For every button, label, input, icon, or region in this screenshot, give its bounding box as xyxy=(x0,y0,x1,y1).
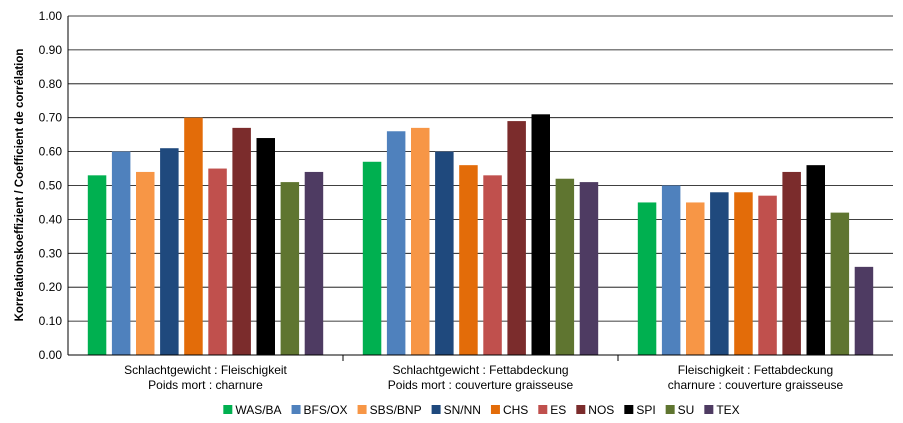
legend-item: SPI xyxy=(624,403,656,417)
y-tick-label: 0.70 xyxy=(39,111,63,125)
bar xyxy=(555,178,575,355)
legend-item: NOS xyxy=(576,403,614,417)
bar xyxy=(386,131,406,355)
bar xyxy=(782,171,801,355)
legend-label: NOS xyxy=(588,403,614,417)
legend-swatch xyxy=(704,405,714,414)
legend-label: BFS/OX xyxy=(304,403,348,417)
legend: WAS/BA BFS/OX SBS/BNP SN/NN CHS ES NOS SPI SU TEX xyxy=(223,403,740,417)
bars xyxy=(87,114,874,356)
legend-item: TEX xyxy=(704,403,740,417)
bar xyxy=(531,114,550,355)
bar xyxy=(136,171,155,355)
legend-item: WAS/BA xyxy=(223,403,282,417)
legend-swatch xyxy=(624,405,634,414)
bar xyxy=(184,117,203,355)
y-tick-label: 0.60 xyxy=(39,145,63,159)
legend-label: SN/NN xyxy=(444,403,481,417)
legend-label: SPI xyxy=(636,403,655,417)
bar xyxy=(686,202,705,355)
bar xyxy=(256,138,275,355)
legend-swatch xyxy=(576,405,586,414)
legend-item: CHS xyxy=(490,403,528,417)
bar xyxy=(304,171,324,355)
y-tick-label: 0.90 xyxy=(39,43,63,57)
legend-swatch xyxy=(291,405,301,414)
bar xyxy=(362,161,382,355)
bar xyxy=(87,175,107,355)
legend-item: SBS/BNP xyxy=(357,403,422,417)
legend-swatch xyxy=(223,405,233,414)
gridlines xyxy=(68,15,893,322)
y-tick-label: 0.00 xyxy=(39,348,63,362)
legend-item: SU xyxy=(665,403,695,417)
bar xyxy=(160,148,179,355)
bar xyxy=(830,212,850,355)
legend-item: BFS/OX xyxy=(291,403,348,417)
bar xyxy=(637,202,657,355)
bar xyxy=(661,185,681,355)
legend-label: CHS xyxy=(503,403,528,417)
category-label: Schlachtgewicht : Fettabdeckung xyxy=(392,363,568,377)
y-tick-label: 0.20 xyxy=(39,280,63,294)
bar xyxy=(435,151,454,355)
legend-label: SBS/BNP xyxy=(370,403,422,417)
legend-item: ES xyxy=(538,403,566,417)
bar xyxy=(411,127,430,356)
bar xyxy=(232,127,251,356)
bar xyxy=(483,175,502,355)
bar xyxy=(579,182,599,355)
legend-label: SU xyxy=(678,403,695,417)
category-label: Schlachtgewicht : Fleischigkeit xyxy=(124,363,287,377)
bar xyxy=(734,192,753,355)
y-axis-label: Korrelationskoeffizient / Coefficient de… xyxy=(14,49,26,322)
axes xyxy=(67,16,893,361)
legend-swatch xyxy=(431,405,441,414)
bar xyxy=(758,195,777,355)
y-tick-label: 0.50 xyxy=(39,179,63,193)
legend-swatch xyxy=(357,405,367,414)
y-tick-label: 0.30 xyxy=(39,246,63,260)
bar xyxy=(208,168,227,355)
y-tick-label: 0.80 xyxy=(39,77,63,91)
bar xyxy=(507,121,526,355)
y-tick-label: 0.40 xyxy=(39,212,63,226)
bar xyxy=(854,266,874,355)
bar xyxy=(710,192,729,355)
legend-swatch xyxy=(665,405,675,414)
legend-label: WAS/BA xyxy=(235,403,281,417)
legend-item: SN/NN xyxy=(431,403,481,417)
legend-label: ES xyxy=(550,403,566,417)
bar xyxy=(280,182,300,355)
legend-swatch xyxy=(490,405,500,414)
bar xyxy=(111,151,131,355)
y-tick-label: 1.00 xyxy=(39,9,63,23)
category-label: Fleischigkeit : Fettabdeckung xyxy=(678,363,833,377)
y-tick-labels: 0.00 0.10 0.20 0.30 0.40 0.50 0.60 0.70 0.80 0.90… xyxy=(39,9,63,362)
legend-label: TEX xyxy=(716,403,739,417)
y-tick-label: 0.10 xyxy=(39,314,63,328)
bar xyxy=(806,165,825,355)
category-label: charnure : couverture graisseuse xyxy=(668,378,844,392)
category-label: Poids mort : couverture graisseuse xyxy=(388,378,574,392)
category-label: Poids mort : charnure xyxy=(148,378,263,392)
bar xyxy=(459,165,478,355)
legend-swatch xyxy=(538,405,548,414)
